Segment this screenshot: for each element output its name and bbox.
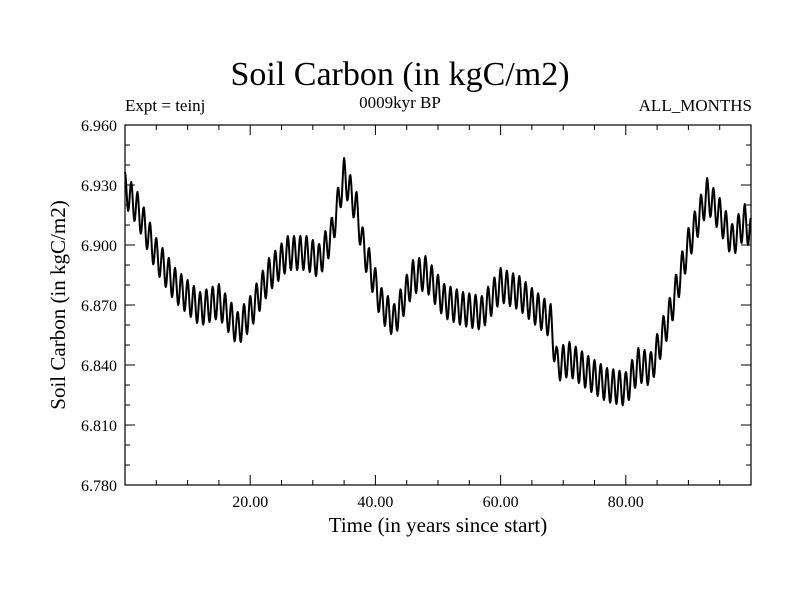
- y-tick-label: 6.960: [81, 118, 117, 135]
- y-tick-label: 6.900: [81, 238, 117, 255]
- x-axis-tick-labels: 20.00 40.00 60.00 80.00: [232, 494, 644, 511]
- x-tick-label: 80.00: [608, 494, 644, 511]
- y-tick-label: 6.780: [81, 478, 117, 495]
- chart-title: Soil Carbon (in kgC/m2): [230, 56, 570, 93]
- y-tick-label: 6.840: [81, 358, 117, 375]
- y-tick-label: 6.870: [81, 298, 117, 315]
- experiment-label: Expt = teinj: [125, 96, 206, 115]
- soil-carbon-series-line: [124, 157, 752, 407]
- y-tick-label: 6.930: [81, 178, 117, 195]
- y-axis-ticks: [125, 124, 751, 486]
- y-axis-tick-labels: 6.780 6.810 6.840 6.870 6.900 6.930 6.960: [81, 118, 117, 495]
- x-axis-ticks: [155, 125, 721, 485]
- x-tick-label: 60.00: [483, 494, 519, 511]
- y-axis-title: Soil Carbon (in kgC/m2): [46, 200, 70, 409]
- x-tick-label: 20.00: [232, 494, 268, 511]
- plot-frame: [124, 124, 752, 486]
- x-tick-label: 40.00: [357, 494, 393, 511]
- x-axis-title: Time (in years since start): [329, 513, 548, 537]
- y-tick-label: 6.810: [81, 418, 117, 435]
- period-label: 0009kyr BP: [359, 93, 441, 112]
- months-label: ALL_MONTHS: [638, 96, 752, 115]
